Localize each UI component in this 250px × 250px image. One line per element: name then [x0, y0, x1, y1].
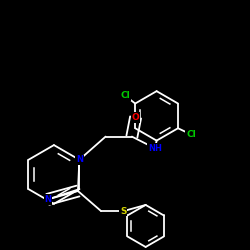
Text: NH: NH	[148, 144, 162, 153]
Text: Cl: Cl	[186, 130, 196, 139]
Text: N: N	[76, 155, 83, 164]
Text: Cl: Cl	[120, 91, 130, 100]
Text: N: N	[44, 195, 51, 204]
Text: S: S	[120, 207, 127, 216]
Text: O: O	[132, 113, 140, 122]
